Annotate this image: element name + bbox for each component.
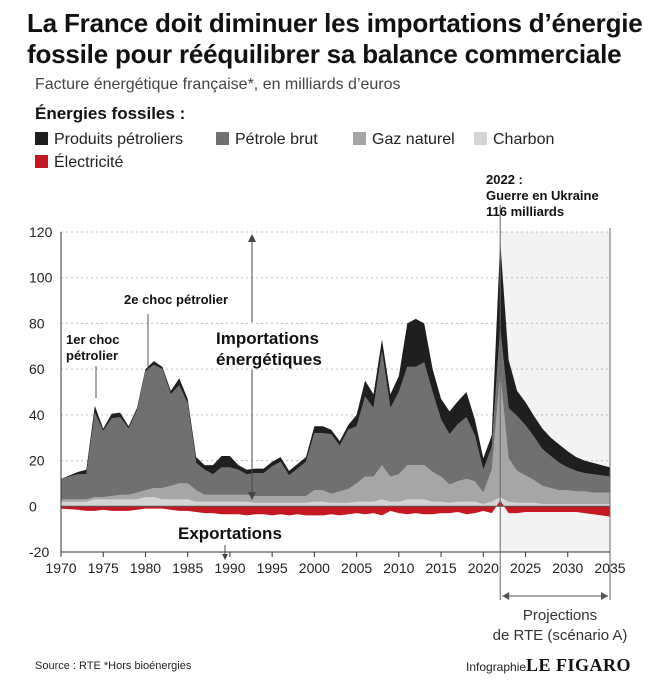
- legend-swatch: [216, 132, 229, 145]
- chart-subtitle: Facture énergétique française*, en milli…: [35, 76, 401, 93]
- title-line-2: fossile pour rééquilibrer sa balance com…: [27, 39, 622, 69]
- annotation-line: énergétiques: [216, 350, 322, 369]
- brand-footer: InfographieLE FIGARO: [466, 655, 631, 676]
- annotation-line: de RTE (scénario A): [492, 627, 628, 644]
- annotation-line: 1er choc: [66, 332, 120, 347]
- y-tick-label: 20: [29, 453, 45, 469]
- x-tick-label: 2005: [341, 560, 372, 576]
- legend-swatch: [35, 132, 48, 145]
- y-tick-label: 0: [29, 498, 37, 514]
- x-tick-label: 2010: [383, 560, 414, 576]
- annotation-line: pétrolier: [66, 348, 119, 363]
- source-note: Source : RTE *Hors bioénergies: [35, 660, 192, 672]
- annotation-imports: Importations énergétiques: [216, 328, 322, 370]
- legend-item-coal: Charbon: [474, 131, 554, 149]
- x-tick-label: 1980: [130, 560, 161, 576]
- legend-label: Électricité: [54, 154, 124, 171]
- x-tick-label: 2000: [299, 560, 330, 576]
- infographie-label: Infographie: [466, 660, 527, 674]
- annotation-line: Guerre en Ukraine: [486, 188, 599, 203]
- annotation-line: 2022 :: [486, 172, 523, 187]
- legend-swatch: [474, 132, 487, 145]
- projection-arrow-head-right: [601, 592, 608, 600]
- x-tick-label: 2015: [425, 560, 456, 576]
- series-area-electricity: [61, 500, 610, 517]
- annotation-second-oil-shock: 2e choc pétrolier: [124, 292, 229, 307]
- x-tick-label: 1990: [214, 560, 245, 576]
- x-tick-label: 1970: [45, 560, 76, 576]
- y-tick-label: 120: [29, 224, 53, 240]
- imports-arrow-down-head: [248, 492, 256, 500]
- y-tick-label: 100: [29, 270, 53, 286]
- x-tick-label: 1995: [257, 560, 288, 576]
- legend-label: Pétrole brut: [235, 131, 318, 148]
- y-tick-label: 40: [29, 407, 45, 423]
- chart-title: La France doit diminuer les importations…: [27, 8, 663, 70]
- x-tick-label: 1975: [88, 560, 119, 576]
- exports-arrow-head: [222, 554, 228, 560]
- y-tick-label: 60: [29, 361, 45, 377]
- title-line-1: La France doit diminuer les importations…: [27, 8, 643, 38]
- y-tick-label: -20: [29, 544, 49, 560]
- legend-label: Charbon: [493, 131, 555, 148]
- fossil-section-label: Énergies fossiles :: [35, 104, 186, 123]
- le-figaro-logo: LE FIGARO: [526, 655, 632, 675]
- annotation-first-oil-shock: 1er choc pétrolier: [66, 332, 119, 364]
- annotation-exports: Exportations: [178, 524, 282, 543]
- annotation-ukraine-war: 2022 : Guerre en Ukraine 116 milliards: [486, 172, 599, 220]
- annotation-line: 116 milliards: [486, 204, 565, 219]
- projection-arrow-head-left: [502, 592, 510, 600]
- legend-swatch: [353, 132, 366, 145]
- legend-label: Gaz naturel: [372, 131, 455, 148]
- legend-label: Produits pétroliers: [54, 131, 183, 148]
- x-tick-label: 2025: [510, 560, 541, 576]
- legend-item-crude-oil: Pétrole brut: [216, 131, 318, 149]
- y-tick-label: 80: [29, 315, 45, 331]
- legend-item-natural-gas: Gaz naturel: [353, 131, 455, 149]
- series-area-coal: [61, 497, 610, 507]
- x-tick-label: 1985: [172, 560, 203, 576]
- annotation-line: Importations: [216, 329, 319, 348]
- imports-arrow-up-head: [248, 234, 256, 242]
- annotation-line: Projections: [522, 607, 598, 624]
- legend-swatch: [35, 155, 48, 168]
- legend-item-electricity: Électricité: [35, 154, 123, 172]
- annotation-projections: Projections de RTE (scénario A): [482, 606, 638, 646]
- x-tick-label: 2030: [552, 560, 583, 576]
- series-area-crude-oil: [61, 328, 610, 500]
- series-area-petroleum-products: [61, 241, 610, 479]
- legend-item-petroleum-products: Produits pétroliers: [35, 131, 183, 149]
- x-tick-label: 2020: [468, 560, 499, 576]
